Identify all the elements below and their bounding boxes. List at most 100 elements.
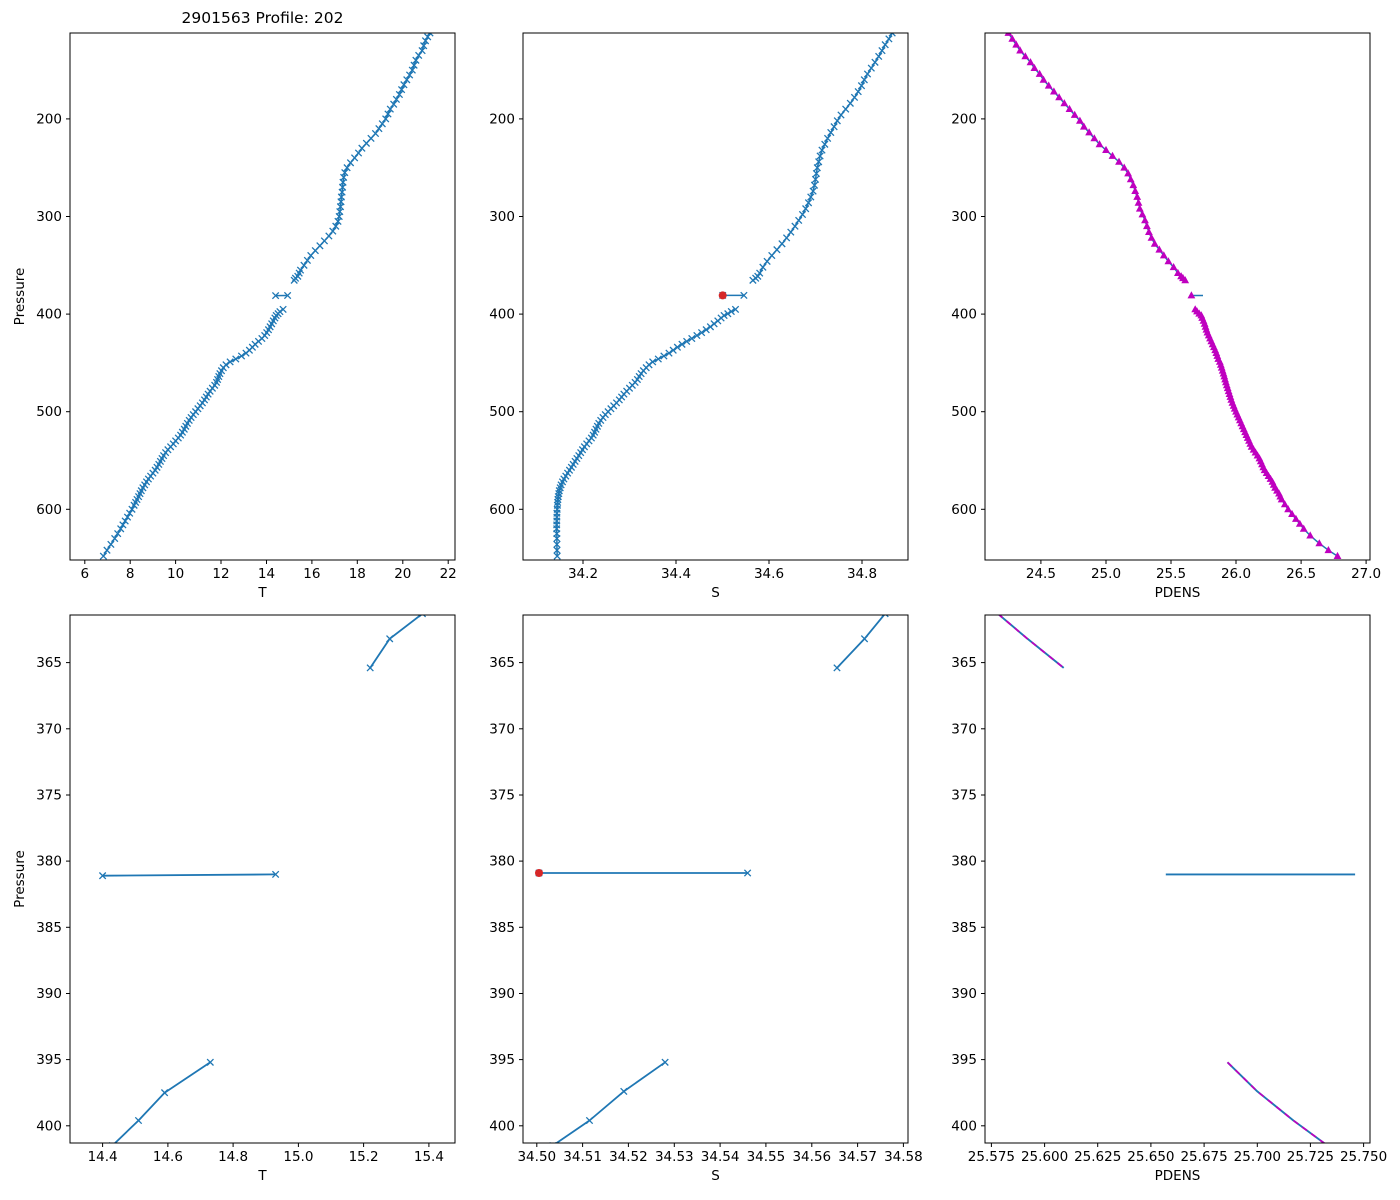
x-marker (283, 291, 292, 300)
profile-line (1226, 1061, 1326, 1143)
x-marker (206, 1058, 214, 1066)
x-marker (237, 352, 246, 360)
x-tick-label: 34.2 (568, 566, 598, 582)
x-marker (1070, 249, 1076, 255)
x-marker (346, 159, 355, 167)
triangle-marker (1333, 551, 1342, 559)
x-marker (382, 115, 390, 123)
x-marker (743, 869, 752, 877)
x-marker (400, 81, 408, 89)
x-marker (271, 870, 280, 879)
y-tick-label: 365 (489, 655, 515, 671)
x-marker (134, 1116, 143, 1125)
x-marker (329, 227, 337, 235)
x-marker (791, 222, 799, 230)
y-tick-label: 300 (951, 209, 977, 225)
profile-line (752, 33, 893, 281)
x-marker (833, 664, 841, 672)
x-marker (763, 257, 771, 266)
x-tick-label: 16 (303, 566, 320, 582)
x-axis-label: PDENS (1155, 585, 1201, 601)
x-marker (821, 140, 829, 148)
x-tick-label: 25.575 (968, 1149, 1015, 1165)
x-marker (787, 228, 795, 236)
triangle-marker (1295, 519, 1304, 527)
x-marker (881, 615, 889, 618)
x-tick-label: 34.53 (655, 1149, 694, 1165)
x-tick-label: 25.625 (1074, 1149, 1121, 1165)
triangle-marker (1277, 495, 1286, 503)
x-axis-temperature-zoom: 14.4 14.6 14.8 15.0 15.2 15.4 (88, 1143, 444, 1165)
x-marker (126, 509, 134, 517)
x-marker (881, 41, 889, 49)
x-tick-label: 18 (349, 566, 366, 582)
triangle-marker (1292, 514, 1300, 522)
triangle-marker (1126, 175, 1135, 183)
subplot-temperature-full: 6 8 10 12 14 16 18 20 22 200 300 400 500 600 T Pressure (12, 32, 457, 601)
x-marker (395, 90, 404, 99)
y-tick-label: 400 (951, 307, 977, 323)
x-marker (697, 328, 706, 337)
y-axis-label: Pressure (12, 268, 28, 326)
x-marker (1207, 11, 1213, 17)
triangle-marker (1080, 122, 1088, 130)
triangle-marker (1030, 63, 1039, 71)
y-tick-label: 300 (36, 209, 62, 225)
y-tick-label: 395 (36, 1052, 62, 1068)
flagged-pdens-marker (1187, 291, 1196, 299)
x-marker (556, 395, 562, 401)
x-marker (334, 217, 342, 226)
triangle-marker (1035, 69, 1044, 77)
x-marker (654, 355, 662, 363)
x-tick-label: 34.4 (661, 566, 691, 582)
triangle-marker (1135, 204, 1144, 212)
x-tick-label: 34.56 (792, 1149, 831, 1165)
profile-line (555, 1061, 666, 1143)
y-axis-label: Pressure (12, 850, 28, 908)
x-marker (418, 46, 426, 55)
y-tick-label: 500 (36, 404, 62, 420)
x-tick-label: 20 (394, 566, 411, 582)
y-tick-label: 300 (489, 209, 515, 225)
x-marker (386, 105, 394, 113)
profile-line (997, 615, 1065, 669)
plot-area-temperature-full (99, 33, 434, 560)
triangle-marker (1008, 34, 1017, 42)
y-axis-salinity-full: 200 300 400 500 600 (489, 111, 523, 518)
x-marker (669, 346, 677, 354)
x-marker (130, 501, 138, 509)
y-tick-label: 400 (36, 307, 62, 323)
x-marker (875, 52, 883, 61)
x-marker (375, 124, 383, 133)
y-axis-pdens-zoom: 365 370 375 380 385 390 395 400 (951, 655, 985, 1134)
triangle-marker (1174, 268, 1182, 276)
x-tick-label: 25.600 (1021, 1149, 1068, 1165)
x-tick-label: 15.2 (349, 1149, 379, 1165)
x-marker (867, 64, 875, 72)
y-tick-label: 400 (36, 1118, 62, 1134)
x-marker (660, 352, 668, 360)
x-marker (408, 66, 416, 74)
x-marker (160, 1089, 169, 1097)
triangle-marker (1169, 263, 1178, 271)
x-marker (119, 521, 127, 529)
x-marker (863, 70, 872, 78)
x-tick-label: 25.675 (1180, 1149, 1227, 1165)
y-tick-label: 390 (951, 986, 977, 1002)
x-marker (837, 111, 845, 119)
x-tick-label: 34.51 (563, 1149, 602, 1165)
x-tick-label: 14 (258, 566, 275, 582)
profile-line (555, 308, 736, 557)
triangle-marker (1164, 257, 1173, 265)
triangle-marker (1016, 46, 1024, 54)
x-tick-label: 8 (126, 566, 135, 582)
triangle-marker (1143, 222, 1151, 230)
x-marker (871, 58, 879, 66)
y-tick-label: 380 (36, 854, 62, 870)
